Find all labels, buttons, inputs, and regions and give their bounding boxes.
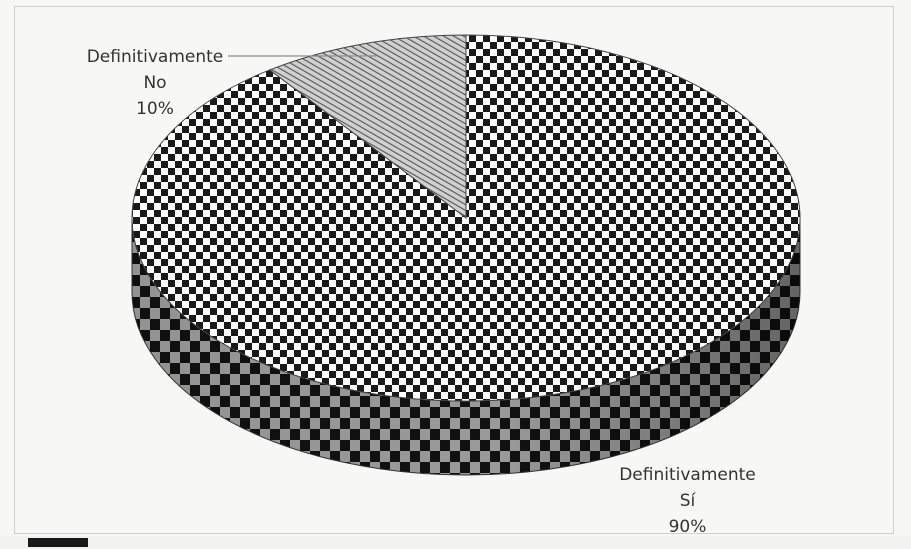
slice-label-si-line3: 90% bbox=[668, 517, 707, 537]
pie-slice-si bbox=[131, 34, 801, 402]
slice-label-si-line1: Definitivamente bbox=[619, 465, 756, 485]
slice-label-no-line1: Definitivamente bbox=[86, 47, 224, 67]
chart-frame bbox=[14, 6, 894, 534]
pie-slice-no bbox=[268, 34, 467, 220]
caption-fragment bbox=[28, 538, 88, 547]
slice-label-no-line3: 10% bbox=[136, 99, 174, 119]
pie-side-shading bbox=[132, 218, 800, 475]
slice-label-si: Definitivamente Sí 90% bbox=[600, 462, 775, 540]
page-bottom-edge bbox=[0, 536, 911, 549]
slice-label-si-line2: Sí bbox=[679, 491, 696, 511]
slice-label-no-line2: No bbox=[143, 73, 167, 93]
slice-label-no: Definitivamente No 10% bbox=[60, 44, 250, 122]
